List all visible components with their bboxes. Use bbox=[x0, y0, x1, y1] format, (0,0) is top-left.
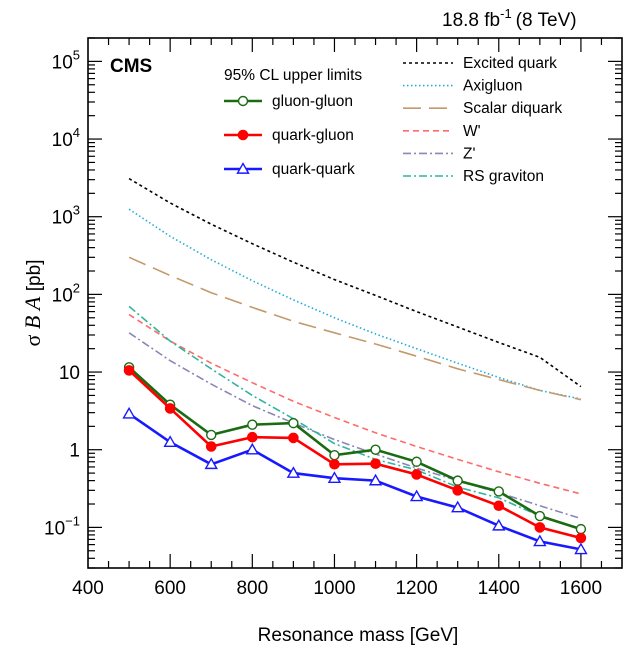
x-tick-label: 600 bbox=[154, 578, 186, 599]
legend-label-rs-graviton: RS graviton bbox=[463, 168, 544, 185]
data-point-gluon-gluon bbox=[247, 419, 258, 430]
data-point-gluon-gluon bbox=[452, 475, 463, 486]
legend-marker-quark-quark bbox=[236, 162, 250, 174]
series-line-w- bbox=[128, 313, 582, 495]
y-axis-b: B bbox=[20, 316, 45, 329]
data-point-quark-quark bbox=[450, 500, 465, 513]
x-axis-title: Resonance mass [GeV] bbox=[258, 625, 459, 646]
legend-label-quark-quark: quark-quark bbox=[272, 161, 355, 178]
data-point-gluon-gluon bbox=[493, 486, 504, 497]
legend-label-gluon-gluon: gluon-gluon bbox=[272, 93, 353, 110]
data-point-quark-gluon bbox=[452, 485, 463, 496]
data-point-quark-gluon bbox=[493, 500, 505, 512]
data-point-quark-quark bbox=[163, 435, 177, 448]
axis-ticks: 400 600 800 1000 1200 1400 1600 10−1 1 10 102 103 10… bbox=[44, 37, 622, 599]
data-point-quark-gluon bbox=[534, 522, 546, 533]
series-line-axigluon bbox=[128, 208, 582, 400]
series-line-gluon-gluon bbox=[128, 366, 582, 531]
lumi-label: 18.8 fb-1 (8 TeV) bbox=[442, 6, 577, 31]
legend-label-z-: Z' bbox=[463, 145, 475, 162]
data-point-quark-gluon bbox=[247, 431, 258, 443]
series-line-quark-quark bbox=[128, 412, 582, 551]
data-point-gluon-gluon bbox=[370, 444, 381, 455]
legend-label-axigluon: Axigluon bbox=[463, 78, 522, 95]
data-point-gluon-gluon bbox=[329, 450, 340, 461]
data-point-quark-quark bbox=[327, 471, 342, 484]
data-point-quark-gluon bbox=[575, 532, 587, 544]
y-axis-unit: [pb] bbox=[24, 260, 45, 292]
y-axis-a: A bbox=[20, 296, 45, 312]
y-tick-label: 10 bbox=[59, 363, 80, 384]
y-tick-label: 103 bbox=[52, 203, 80, 229]
data-point-quark-gluon bbox=[329, 458, 340, 470]
data-point-quark-quark bbox=[533, 534, 547, 547]
series-line-scalar-diquark bbox=[128, 256, 582, 401]
series-line-rs-graviton bbox=[128, 305, 582, 530]
data-point-quark-gluon bbox=[288, 432, 299, 444]
data-point-quark-quark bbox=[574, 542, 588, 555]
data-point-quark-gluon bbox=[205, 441, 217, 452]
data-point-gluon-gluon bbox=[411, 456, 422, 467]
data-point-quark-gluon bbox=[123, 365, 135, 376]
data-point-gluon-gluon bbox=[206, 429, 217, 441]
data-point-quark-quark bbox=[286, 466, 301, 478]
series-line-excited-quark bbox=[128, 177, 582, 388]
legend-label-excited-quark: Excited quark bbox=[463, 55, 557, 72]
data-point-quark-quark bbox=[204, 457, 218, 470]
data-point-quark-quark bbox=[368, 473, 383, 486]
data-point-gluon-gluon bbox=[575, 523, 587, 535]
series-line-quark-gluon bbox=[128, 369, 582, 540]
x-tick-label: 800 bbox=[236, 578, 268, 599]
data-point-quark-quark bbox=[409, 489, 424, 502]
x-tick-label: 1400 bbox=[478, 578, 520, 599]
data-point-quark-gluon bbox=[164, 403, 176, 414]
lumi-superscript: -1 bbox=[500, 6, 512, 21]
y-tick-label: 104 bbox=[52, 125, 80, 151]
data-point-quark-quark bbox=[245, 442, 260, 455]
y-tick-label: 102 bbox=[52, 280, 80, 306]
plot-curves bbox=[122, 177, 588, 555]
plot-frame bbox=[87, 37, 623, 569]
y-tick-label: 105 bbox=[52, 47, 80, 73]
legend-marker-quark-gluon bbox=[237, 129, 249, 141]
x-tick-label: 1000 bbox=[313, 578, 355, 599]
y-tick-label: 10−1 bbox=[44, 513, 80, 539]
legend-label-quark-gluon: quark-gluon bbox=[272, 127, 354, 144]
y-axis-sigma: σ bbox=[20, 334, 45, 346]
legend-marker-gluon-gluon bbox=[237, 95, 249, 107]
data-point-gluon-gluon bbox=[288, 417, 299, 429]
legend-label-w-: W' bbox=[463, 123, 481, 140]
x-tick-label: 400 bbox=[72, 578, 104, 599]
y-axis-title: σ B A [pb] bbox=[20, 260, 45, 347]
data-point-quark-gluon bbox=[411, 469, 422, 480]
data-point-quark-quark bbox=[492, 518, 506, 531]
y-tick-label: 1 bbox=[69, 441, 80, 462]
data-point-gluon-gluon bbox=[534, 510, 546, 522]
x-tick-label: 1600 bbox=[560, 578, 602, 599]
legend-label-scalar-diquark: Scalar diquark bbox=[463, 100, 562, 117]
data-point-quark-quark bbox=[122, 406, 136, 419]
legend: gluon-gluon quark-gluon quark-quark Excited… bbox=[224, 55, 562, 185]
x-tick-label: 1200 bbox=[395, 578, 437, 599]
data-point-quark-gluon bbox=[370, 458, 381, 470]
lumi-energy: (8 TeV) bbox=[516, 10, 577, 31]
legend-header: 95% CL upper limits bbox=[224, 67, 362, 84]
cms-label: CMS bbox=[110, 56, 152, 77]
